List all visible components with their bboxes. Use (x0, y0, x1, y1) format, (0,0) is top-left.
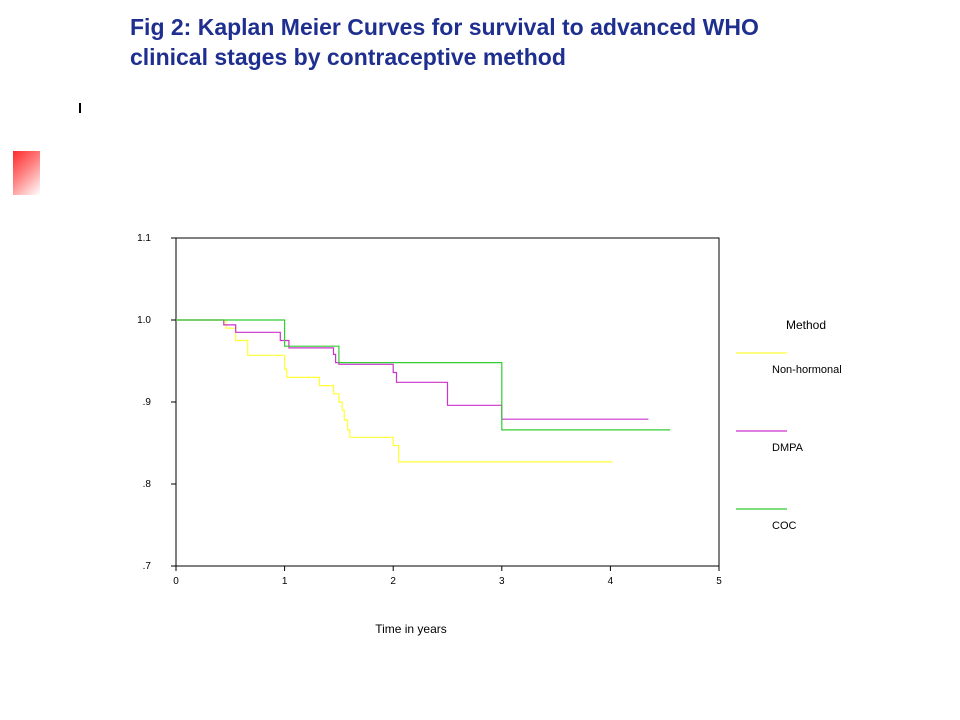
y-tick-label: .9 (143, 397, 152, 408)
figure-title: Fig 2: Kaplan Meier Curves for survival … (130, 12, 930, 72)
legend-title: Method (786, 318, 826, 332)
x-axis-title: Time in years (375, 622, 447, 636)
x-tick-label: 5 (716, 576, 722, 587)
x-tick-label: 3 (499, 576, 505, 587)
decorative-gradient-block (13, 151, 40, 195)
y-tick-label: .7 (143, 561, 152, 572)
x-axis-ticks: 0 1 2 3 4 5 (173, 566, 722, 587)
y-tick-label: 1.0 (137, 315, 151, 326)
figure-title-line-1: Fig 2: Kaplan Meier Curves for survival … (130, 14, 759, 40)
x-tick-label: 2 (390, 576, 396, 587)
x-tick-label: 1 (282, 576, 288, 587)
y-tick-label: .8 (143, 479, 152, 490)
series-lines (176, 319, 671, 463)
legend-label-coc: COC (772, 520, 797, 532)
legend-label-dmpa: DMPA (772, 442, 804, 454)
decorative-tick-mark (79, 103, 81, 113)
series-line-dmpa (176, 319, 649, 420)
figure-title-line-2: clinical stages by contraceptive method (130, 44, 566, 70)
series-line-non-hormonal (176, 319, 613, 463)
legend: Method Non-hormonal DMPA COC (736, 318, 842, 532)
series-line-coc (176, 319, 671, 431)
x-tick-label: 4 (608, 576, 614, 587)
x-tick-label: 0 (173, 576, 179, 587)
legend-label-non-hormonal: Non-hormonal (772, 364, 842, 376)
y-axis-ticks: .7 .8 .9 1.0 1.1 (137, 233, 176, 572)
y-tick-label: 1.1 (137, 233, 151, 244)
